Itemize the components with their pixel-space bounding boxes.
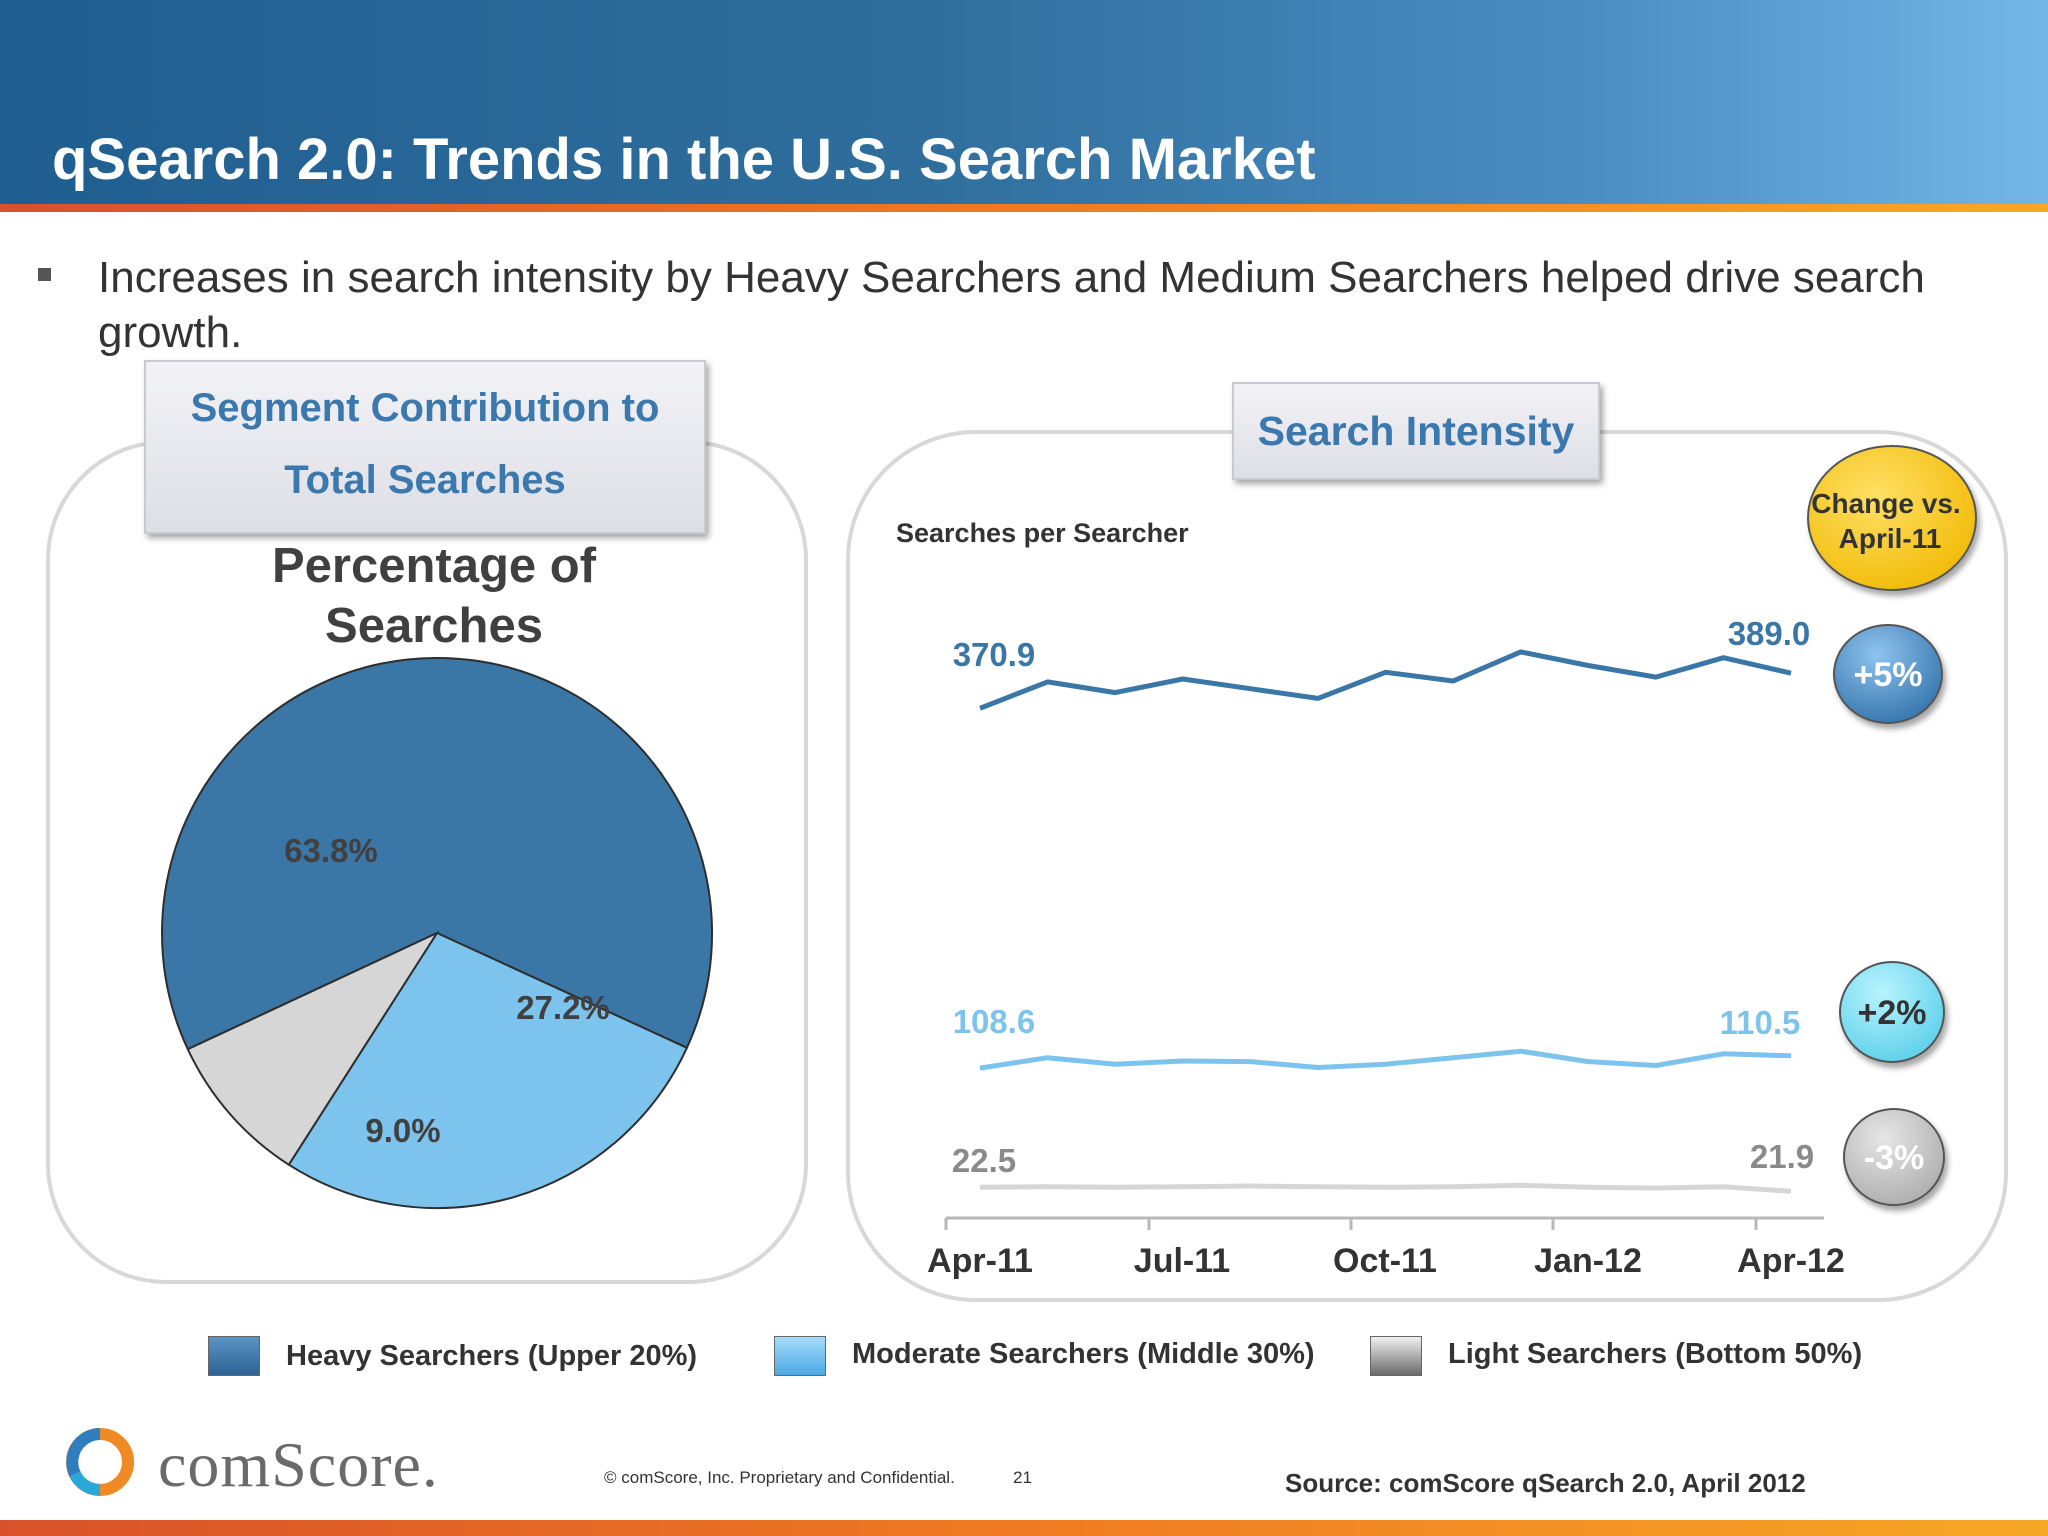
y-axis-label: Searches per Searcher <box>896 518 1189 548</box>
legend-label-light: Light Searchers (Bottom 50%) <box>1448 1338 1862 1371</box>
heavy-start-label: 370.9 <box>953 636 1036 673</box>
x-axis-ticks: Apr-11 Jul-11 Oct-11 Jan-12 Apr-12 <box>927 1218 1845 1280</box>
x-tick-label: Jul-11 <box>1134 1242 1230 1280</box>
change-moderate-value: +2% <box>1858 994 1927 1032</box>
moderate-start-label: 108.6 <box>953 1003 1036 1040</box>
change-heavy-value: +5% <box>1854 656 1923 694</box>
line-moderate <box>980 1051 1791 1068</box>
comscore-logo-icon <box>66 1428 134 1496</box>
heavy-end-label: 389.0 <box>1728 615 1811 652</box>
line-heavy <box>980 652 1791 708</box>
change-header-line2: April-11 <box>1839 523 1942 554</box>
moderate-end-label: 110.5 <box>1720 1004 1801 1041</box>
segment-contribution-tab: Segment Contribution to Total Searches <box>144 360 706 534</box>
source-note: Source: comScore qSearch 2.0, April 2012 <box>1285 1468 1806 1499</box>
light-end-label: 21.9 <box>1750 1138 1814 1175</box>
light-start-label: 22.5 <box>952 1142 1016 1179</box>
legend-moderate: Moderate Searchers (Middle 30%) <box>774 1334 1334 1378</box>
pie-label-moderate: 27.2% <box>516 989 610 1026</box>
pie-label-heavy: 63.8% <box>284 832 378 869</box>
x-tick-label: Apr-11 <box>927 1242 1033 1280</box>
footer-accent-line <box>0 1520 2048 1536</box>
legend-label-moderate: Moderate Searchers (Middle 30%) <box>852 1338 1315 1371</box>
segment-tab-line2: Total Searches <box>146 458 704 503</box>
line-light <box>980 1185 1791 1191</box>
legend-heavy: Heavy Searchers (Upper 20%) <box>208 1334 728 1378</box>
segment-tab-line1: Segment Contribution to <box>146 386 704 431</box>
legend-label-heavy: Heavy Searchers (Upper 20%) <box>286 1340 697 1373</box>
search-intensity-tab: Search Intensity <box>1232 382 1600 480</box>
page-number: 21 <box>1013 1468 1032 1488</box>
pie-title-line2: Searches <box>325 599 543 653</box>
x-tick-label: Oct-11 <box>1333 1242 1437 1280</box>
x-tick-label: Jan-12 <box>1534 1242 1642 1280</box>
pie-title-line1: Percentage of <box>272 539 597 593</box>
legend-swatch-heavy <box>208 1336 260 1376</box>
copyright-notice: © comScore, Inc. Proprietary and Confide… <box>604 1468 955 1488</box>
legend-swatch-light <box>1370 1336 1422 1376</box>
change-light-value: -3% <box>1864 1139 1924 1177</box>
change-header-line1: Change vs. <box>1811 488 1960 519</box>
legend-swatch-moderate <box>774 1336 826 1376</box>
legend-light: Light Searchers (Bottom 50%) <box>1370 1334 1890 1378</box>
pie-label-light: 9.0% <box>365 1112 440 1149</box>
x-tick-label: Apr-12 <box>1737 1242 1845 1280</box>
comscore-logo-text: comScore. <box>158 1428 439 1502</box>
